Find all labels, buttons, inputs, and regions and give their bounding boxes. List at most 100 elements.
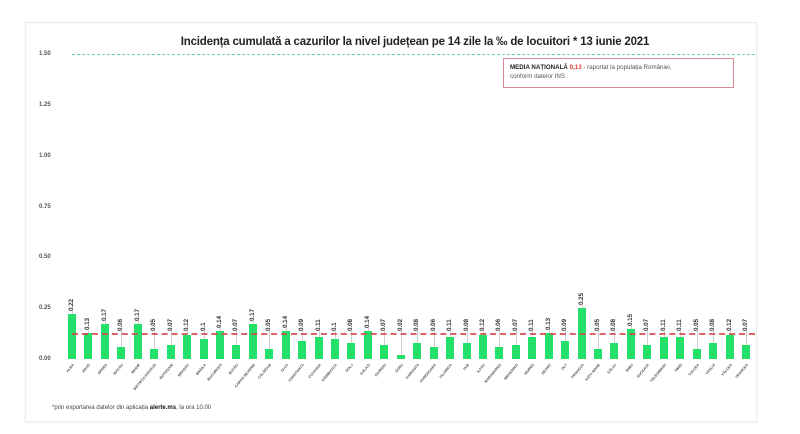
y-tick-label: 0.75 [39, 203, 51, 210]
bar [528, 336, 537, 359]
value-label: 0.13 [544, 317, 552, 330]
footnote-prefix: *prin exportarea datelor din aplicația [52, 405, 150, 411]
label-leader-line [302, 330, 304, 341]
value-label: 0.11 [528, 318, 536, 331]
bar [511, 344, 520, 359]
bar [709, 342, 718, 359]
label-leader-line [367, 327, 369, 331]
bar [281, 330, 290, 359]
value-label: 0.07 [380, 318, 388, 331]
label-leader-line [400, 330, 402, 355]
legend-text-1: - raportat la populația României, [581, 64, 672, 71]
max-threshold-line [72, 54, 755, 55]
value-label: 0.12 [478, 318, 486, 331]
bar [676, 336, 685, 359]
bar [561, 340, 570, 359]
chart-title: Incidența cumulată a cazurilor la nivel … [180, 36, 650, 48]
value-label: 0.07 [643, 318, 651, 331]
value-label: 0.06 [495, 318, 503, 331]
bar [215, 330, 224, 359]
value-label: 0.08 [610, 318, 618, 331]
value-label: 0.06 [117, 318, 125, 331]
value-label: 0.11 [446, 318, 454, 331]
label-leader-line [269, 330, 271, 349]
bar [610, 342, 619, 359]
value-label: 0.15 [626, 313, 634, 326]
value-label: 0.14 [215, 315, 223, 328]
value-label: 0.08 [709, 318, 717, 331]
bar [331, 338, 340, 359]
label-leader-line [581, 305, 583, 309]
y-tick-label: 0.00 [39, 356, 51, 362]
bar [725, 334, 734, 359]
bar [314, 336, 323, 359]
bar [133, 324, 142, 359]
label-leader-line [499, 330, 501, 347]
bar [183, 334, 192, 359]
chart-card [25, 22, 757, 422]
bar [347, 342, 356, 359]
label-leader-line [565, 330, 567, 341]
label-leader-line [137, 321, 139, 325]
value-label: 0.13 [84, 317, 92, 330]
label-leader-line [104, 321, 106, 325]
label-leader-line [154, 330, 156, 349]
bar [232, 344, 241, 359]
label-leader-line [433, 330, 435, 347]
label-leader-line [647, 330, 649, 345]
footnote-suffix: , la ora 10.00 [176, 405, 212, 411]
bar [659, 336, 668, 359]
y-tick-label: 0.50 [39, 254, 51, 261]
label-leader-line [466, 330, 468, 343]
bar [594, 348, 603, 359]
bar [742, 344, 750, 359]
bar [396, 354, 405, 359]
bar [380, 344, 389, 359]
label-leader-line [236, 330, 238, 345]
value-label: 0.1 [331, 321, 339, 331]
value-label: 0.22 [68, 299, 75, 312]
value-label: 0.12 [725, 318, 733, 331]
label-leader-line [746, 330, 747, 345]
label-leader-line [351, 330, 353, 343]
label-leader-line [614, 330, 616, 343]
label-leader-line [417, 330, 419, 343]
label-leader-line [713, 330, 715, 343]
value-label: 0.02 [396, 318, 404, 331]
value-label: 0.17 [133, 309, 141, 322]
bar [117, 346, 126, 359]
value-label: 0.05 [692, 318, 700, 331]
bar [413, 342, 422, 359]
label-leader-line [285, 327, 287, 331]
footnote-source: alerte.ms [149, 405, 177, 411]
label-leader-line [548, 329, 550, 333]
label-leader-line [72, 311, 73, 315]
legend-text-2: conform datelor INS [510, 73, 566, 80]
bar [544, 332, 553, 359]
value-label: 0.07 [166, 318, 174, 331]
label-leader-line [335, 330, 337, 339]
bar [150, 348, 159, 359]
bar [478, 334, 487, 359]
value-label: 0.11 [314, 318, 322, 331]
bar [265, 348, 274, 359]
label-leader-line [630, 325, 632, 329]
bar [84, 332, 93, 359]
bar [643, 344, 652, 359]
value-label: 0.1 [199, 321, 207, 331]
label-leader-line [384, 330, 386, 345]
bar [298, 340, 307, 359]
y-tick-label: 1.50 [39, 51, 51, 57]
value-label: 0.11 [676, 318, 684, 331]
bar [626, 328, 635, 359]
value-label: 0.08 [347, 318, 355, 331]
value-label: 0.07 [232, 318, 240, 331]
bar [495, 346, 504, 359]
value-label: 0.07 [511, 318, 519, 331]
label-leader-line [252, 321, 254, 325]
national-average-line [72, 332, 755, 335]
value-label: 0.14 [363, 315, 371, 328]
bar [199, 338, 208, 359]
value-label: 0.12 [183, 318, 191, 331]
legend-value: 0,13 [569, 64, 582, 71]
